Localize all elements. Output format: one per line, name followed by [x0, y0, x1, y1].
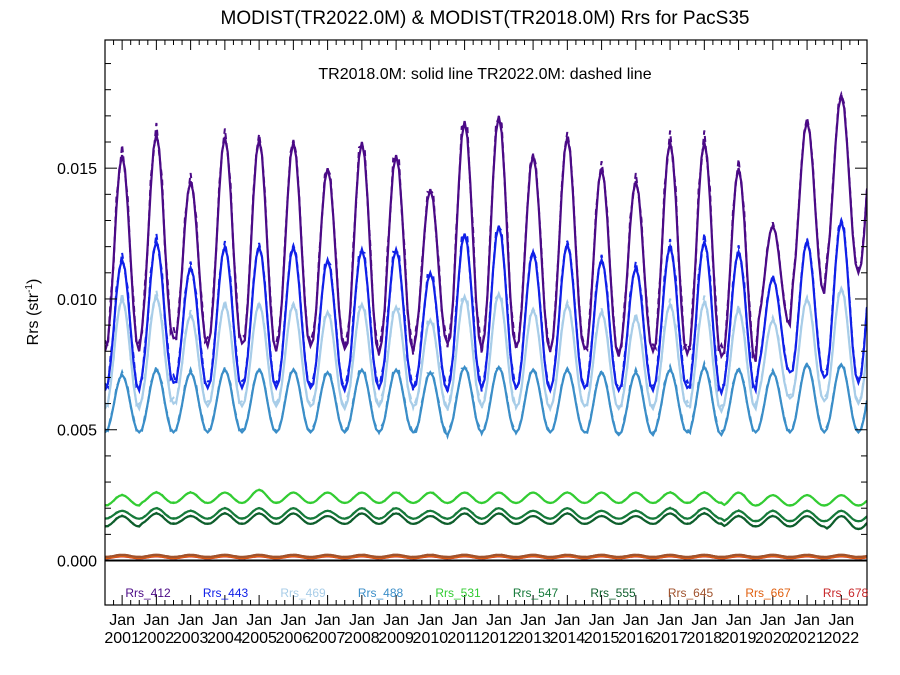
x-tick-year-label: 2010 — [413, 630, 449, 647]
legend-entry-rrs_667: Rrs_667 — [745, 586, 791, 600]
legend-entry-rrs_488: Rrs_488 — [358, 586, 404, 600]
x-tick-year-label: 2020 — [755, 630, 791, 647]
x-tick-year-label: 2011 — [447, 630, 482, 647]
x-tick-year-label: 2014 — [550, 630, 586, 647]
x-tick-year-label: 2015 — [584, 630, 620, 647]
x-tick-year-label: 2008 — [344, 630, 380, 647]
x-tick-year-label: 2016 — [618, 630, 654, 647]
x-tick-year-label: 2005 — [241, 630, 277, 647]
series-line-rrs_531-tr2022-dashed — [105, 488, 867, 507]
x-tick-year-label: 2007 — [310, 630, 346, 647]
x-tick-month-label: Jan — [315, 612, 341, 629]
x-tick-month-label: Jan — [143, 612, 169, 629]
legend-entry-rrs_678: Rrs_678 — [823, 586, 869, 600]
series-line-rrs_488-tr2018-solid — [105, 362, 867, 438]
x-tick-year-label: 2004 — [207, 630, 243, 647]
y-tick-label: 0.005 — [57, 423, 97, 440]
x-tick-year-label: 2009 — [378, 630, 414, 647]
x-tick-year-label: 2002 — [139, 630, 175, 647]
x-tick-month-label: Jan — [178, 612, 204, 629]
x-tick-month-label: Jan — [726, 612, 752, 629]
y-axis-label-main: Rrs (str — [25, 292, 42, 345]
legend-entry-rrs_469: Rrs_469 — [280, 586, 326, 600]
x-tick-month-label: Jan — [828, 612, 854, 629]
x-tick-month-label: Jan — [554, 612, 580, 629]
chart-title: MODIST(TR2022.0M) & MODIST(TR2018.0M) Rr… — [221, 8, 750, 29]
x-tick-month-label: Jan — [109, 612, 135, 629]
x-tick-month-label: Jan — [691, 612, 717, 629]
x-tick-month-label: Jan — [794, 612, 820, 629]
x-tick-year-label: 2021 — [789, 630, 825, 647]
x-tick-month-label: Jan — [383, 612, 409, 629]
x-tick-month-label: Jan — [212, 612, 238, 629]
legend: Rrs_412 Rrs_443 Rrs_469 Rrs_488 Rrs_531 Rrs_5… — [125, 586, 868, 600]
legend-entry-rrs_555: Rrs_555 — [590, 586, 636, 600]
x-tick-month-label: Jan — [280, 612, 306, 629]
x-tick-year-label: 2006 — [276, 630, 312, 647]
x-tick-year-label: 2018 — [687, 630, 723, 647]
x-tick-month-label: Jan — [349, 612, 375, 629]
plot-area — [105, 90, 867, 562]
series-line-rrs_531-tr2018-solid — [105, 488, 867, 507]
x-tick-month-label: Jan — [246, 612, 272, 629]
line-style-annotation: TR2018.0M: solid line TR2022.0M: dashed … — [318, 66, 651, 83]
series-line-rrs_412-tr2018-solid — [105, 94, 867, 363]
axes: 0.0000.0050.0100.015Jan2001Jan2002Jan200… — [57, 39, 868, 647]
x-tick-month-label: Jan — [452, 612, 478, 629]
series-line-rrs_547-tr2018-solid — [105, 507, 867, 523]
legend-entry-rrs_547: Rrs_547 — [513, 586, 559, 600]
x-tick-month-label: Jan — [589, 612, 615, 629]
legend-entry-rrs_531: Rrs_531 — [435, 586, 481, 600]
x-tick-year-label: 2022 — [824, 630, 860, 647]
series-line-rrs_547-tr2022-dashed — [105, 506, 867, 523]
y-tick-label: 0.015 — [57, 161, 97, 178]
series-line-rrs_555-tr2018-solid — [105, 512, 867, 531]
plot-frame — [104, 39, 868, 606]
y-tick-label: 0.000 — [57, 554, 97, 571]
x-tick-month-label: Jan — [520, 612, 546, 629]
x-tick-year-label: 2003 — [173, 630, 209, 647]
x-tick-month-label: Jan — [486, 612, 512, 629]
y-tick-label: 0.010 — [57, 292, 97, 309]
x-tick-year-label: 2019 — [721, 630, 757, 647]
y-axis-label-sup: -1 — [24, 284, 35, 293]
x-tick-month-label: Jan — [623, 612, 649, 629]
y-axis-label: Rrs (str-1) — [24, 279, 42, 346]
series-line-rrs_469-tr2018-solid — [105, 285, 867, 415]
series-line-rrs_645-tr2018-solid — [105, 553, 867, 559]
y-axis-label-close: ) — [25, 279, 42, 284]
x-tick-year-label: 2017 — [652, 630, 688, 647]
x-tick-year-label: 2001 — [104, 630, 140, 647]
x-tick-year-label: 2012 — [481, 630, 517, 647]
x-tick-year-label: 2013 — [515, 630, 551, 647]
legend-entry-rrs_412: Rrs_412 — [125, 586, 171, 600]
x-tick-month-label: Jan — [417, 612, 443, 629]
legend-entry-rrs_645: Rrs_645 — [668, 586, 714, 600]
series-line-rrs_443-tr2018-solid — [105, 220, 867, 397]
x-tick-month-label: Jan — [760, 612, 786, 629]
x-tick-month-label: Jan — [657, 612, 683, 629]
legend-entry-rrs_443: Rrs_443 — [203, 586, 249, 600]
